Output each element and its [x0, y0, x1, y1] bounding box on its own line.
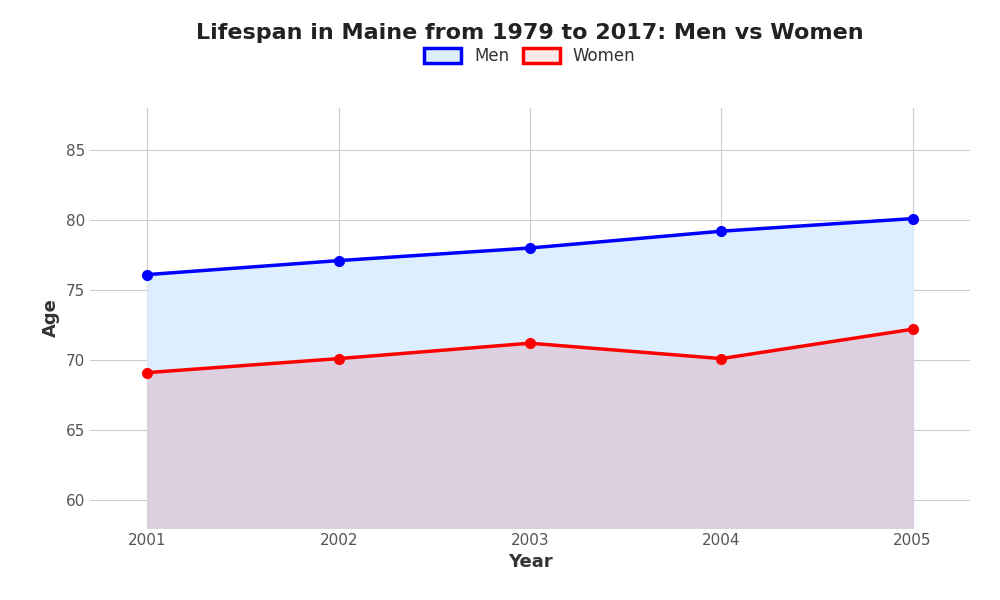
Legend: Men, Women: Men, Women [418, 41, 642, 72]
Y-axis label: Age: Age [42, 299, 60, 337]
X-axis label: Year: Year [508, 553, 552, 571]
Title: Lifespan in Maine from 1979 to 2017: Men vs Women: Lifespan in Maine from 1979 to 2017: Men… [196, 23, 864, 43]
